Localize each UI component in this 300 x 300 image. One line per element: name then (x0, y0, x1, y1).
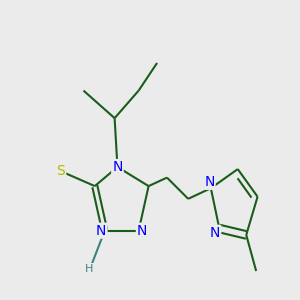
Text: H: H (85, 264, 93, 274)
Text: N: N (112, 160, 123, 174)
Text: S: S (56, 164, 65, 178)
Text: N: N (96, 224, 106, 238)
Text: N: N (210, 226, 220, 240)
Text: N: N (137, 224, 147, 238)
Text: N: N (204, 175, 214, 189)
